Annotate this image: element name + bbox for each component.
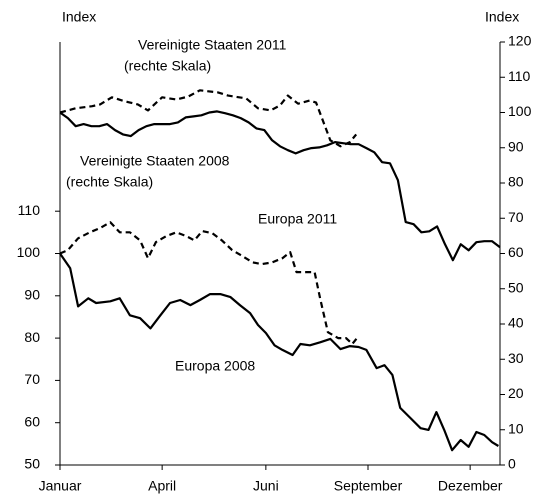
y2-axis-label: Index bbox=[485, 9, 519, 25]
y2-tick-label: 90 bbox=[508, 138, 524, 154]
x-tick-label: Juni bbox=[253, 478, 279, 494]
annotation: Europa 2011 bbox=[258, 211, 337, 227]
y2-tick-label: 100 bbox=[508, 103, 532, 119]
y2-tick-label: 10 bbox=[508, 420, 524, 436]
y2-tick-label: 20 bbox=[508, 385, 524, 401]
y2-tick-label: 0 bbox=[508, 456, 516, 472]
y-tick-label: 100 bbox=[17, 244, 41, 260]
y-tick-label: 50 bbox=[24, 456, 40, 472]
y2-tick-label: 80 bbox=[508, 174, 524, 190]
y2-tick-label: 70 bbox=[508, 209, 524, 225]
annotation: Vereinigte Staaten 2011 bbox=[138, 37, 287, 53]
y2-tick-label: 120 bbox=[508, 33, 532, 49]
annotation: (rechte Skala) bbox=[124, 58, 211, 74]
line-series bbox=[59, 221, 360, 346]
y-tick-label: 80 bbox=[24, 329, 40, 345]
y-tick-label: 70 bbox=[24, 371, 40, 387]
x-tick-label: Dezember bbox=[438, 478, 503, 494]
y-axis-label: Index bbox=[62, 9, 96, 25]
annotation: Vereinigte Staaten 2008 bbox=[80, 153, 230, 169]
y2-tick-label: 60 bbox=[508, 244, 524, 260]
y2-tick-label: 50 bbox=[508, 279, 524, 295]
x-tick-label: September bbox=[334, 478, 403, 494]
y-tick-label: 60 bbox=[24, 413, 40, 429]
x-tick-label: Januar bbox=[39, 478, 82, 494]
annotation: Europa 2008 bbox=[175, 358, 255, 374]
line-series bbox=[59, 252, 499, 452]
x-tick-label: April bbox=[148, 478, 176, 494]
line-series bbox=[59, 110, 501, 262]
y2-tick-label: 30 bbox=[508, 350, 524, 366]
annotation: (rechte Skala) bbox=[66, 174, 153, 190]
y-tick-label: 90 bbox=[24, 287, 40, 303]
y2-tick-label: 110 bbox=[508, 68, 531, 84]
line-series bbox=[59, 89, 358, 148]
y2-tick-label: 40 bbox=[508, 315, 524, 331]
y-tick-label: 110 bbox=[18, 202, 41, 218]
